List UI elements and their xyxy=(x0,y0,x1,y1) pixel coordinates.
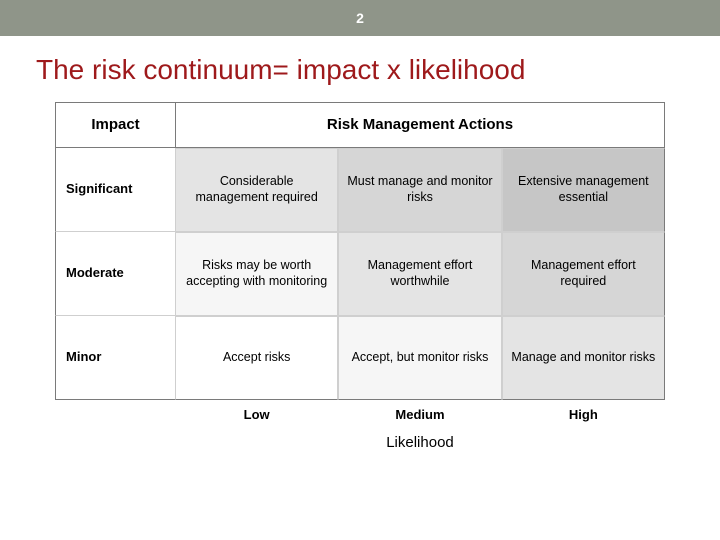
impact-header: Impact xyxy=(55,102,175,148)
cell-0-2: Extensive management essential xyxy=(502,148,665,232)
risk-matrix: Impact Risk Management Actions Significa… xyxy=(55,102,665,456)
page-number: 2 xyxy=(356,10,364,26)
col-label-medium: Medium xyxy=(338,400,501,430)
row-label-moderate: Moderate xyxy=(55,232,175,316)
col-label-high: High xyxy=(502,400,665,430)
top-bar: 2 xyxy=(0,0,720,36)
cell-1-0: Risks may be worth accepting with monito… xyxy=(175,232,338,316)
row-label-significant: Significant xyxy=(55,148,175,232)
cell-0-0: Considerable management required xyxy=(175,148,338,232)
slide-title: The risk continuum= impact x likelihood xyxy=(36,54,720,86)
cell-2-2: Manage and monitor risks xyxy=(502,316,665,400)
cell-2-1: Accept, but monitor risks xyxy=(338,316,501,400)
cell-1-2: Management effort required xyxy=(502,232,665,316)
row-label-minor: Minor xyxy=(55,316,175,400)
empty-axis xyxy=(55,430,175,456)
actions-header: Risk Management Actions xyxy=(175,102,665,148)
cell-0-1: Must manage and monitor risks xyxy=(338,148,501,232)
cell-1-1: Management effort worthwhile xyxy=(338,232,501,316)
empty-corner xyxy=(55,400,175,430)
x-axis-label: Likelihood xyxy=(175,430,665,456)
cell-2-0: Accept risks xyxy=(175,316,338,400)
col-label-low: Low xyxy=(175,400,338,430)
